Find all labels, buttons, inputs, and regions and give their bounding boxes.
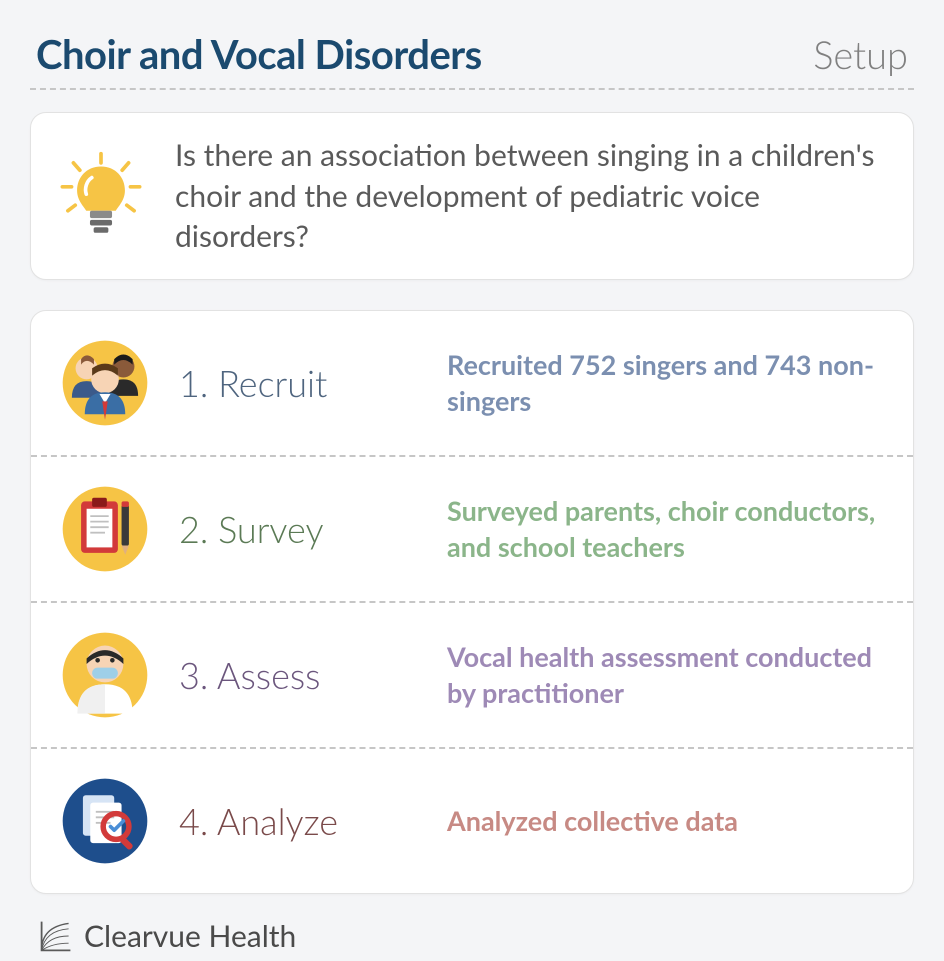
lightbulb-icon — [55, 150, 147, 242]
step-desc: Analyzed collective data — [447, 803, 885, 838]
footer: Clearvue Health — [30, 894, 914, 954]
documents-icon — [59, 775, 151, 867]
page-title: Choir and Vocal Disorders — [36, 30, 482, 78]
step-number: 1. — [179, 361, 208, 405]
step-number: 3. — [179, 653, 208, 697]
question-card: Is there an association between singing … — [30, 112, 914, 280]
step-desc: Recruited 752 singers and 743 non-singer… — [447, 347, 885, 417]
step-desc: Vocal health assessment conducted by pra… — [447, 639, 885, 709]
brand-name: Clearvue Health — [84, 918, 296, 954]
step-name: Assess — [217, 653, 321, 697]
step-label: 3. Assess — [179, 653, 419, 697]
step-number: 2. — [179, 507, 208, 551]
doctor-icon — [59, 629, 151, 721]
step-label: 1. Recruit — [179, 361, 419, 405]
header: Choir and Vocal Disorders Setup — [30, 30, 914, 90]
clipboard-icon — [59, 483, 151, 575]
step-analyze: 4. Analyze Analyzed collective data — [31, 749, 913, 893]
steps-card: 1. Recruit Recruited 752 singers and 743… — [30, 310, 914, 894]
step-name: Recruit — [218, 361, 327, 405]
step-desc: Surveyed parents, choir conductors, and … — [447, 493, 885, 563]
step-number: 4. — [179, 799, 208, 843]
step-label: 4. Analyze — [179, 799, 419, 843]
brand-logo-icon — [38, 918, 74, 954]
question-text: Is there an association between singing … — [175, 135, 883, 257]
people-icon — [59, 337, 151, 429]
step-survey: 2. Survey Surveyed parents, choir conduc… — [31, 457, 913, 603]
step-recruit: 1. Recruit Recruited 752 singers and 743… — [31, 311, 913, 457]
step-name: Survey — [218, 507, 323, 551]
step-assess: 3. Assess Vocal health assessment conduc… — [31, 603, 913, 749]
step-name: Analyze — [217, 799, 338, 843]
step-label: 2. Survey — [179, 507, 419, 551]
page-subtitle: Setup — [813, 32, 908, 78]
